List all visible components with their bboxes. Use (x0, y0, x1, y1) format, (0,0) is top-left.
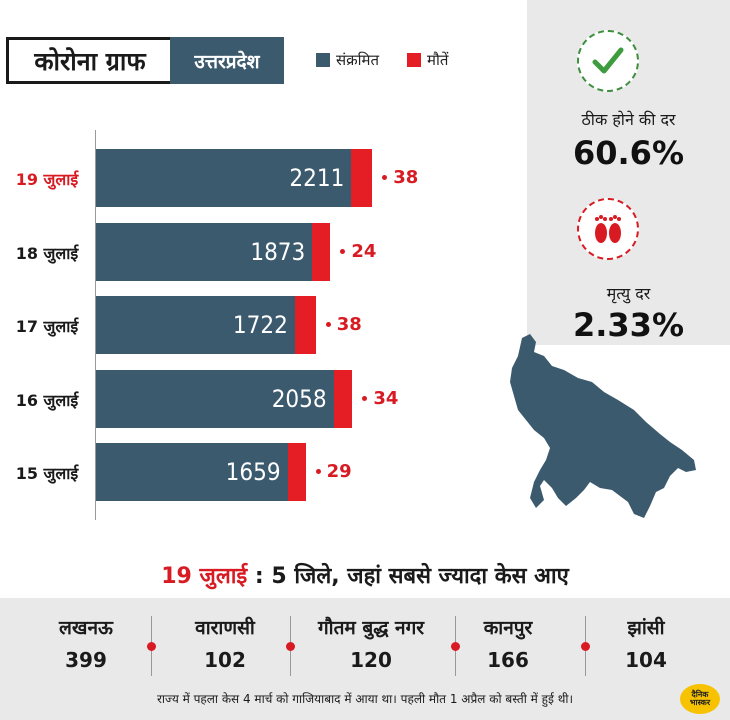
deaths-value: 24 (351, 240, 377, 262)
category-label: 18 जुलाई (15, 243, 79, 263)
district-name: वाराणसी (195, 617, 255, 639)
deaths-value-label: 38 (382, 167, 418, 188)
district-cases: 166 (487, 648, 529, 672)
district-item: कानपुर 166 (438, 614, 578, 672)
headline-date: 19 जुलाई (161, 564, 248, 589)
chart-title: कोरोना ग्राफ (6, 37, 174, 84)
deaths-value-label: 29 (315, 461, 352, 482)
bar-infected (96, 149, 352, 207)
district-name: झांसी (627, 617, 665, 639)
bullet-dot (315, 469, 321, 474)
district-name: कानपुर (483, 617, 533, 639)
bar-infected (96, 296, 295, 354)
legend-swatch-infected (316, 53, 330, 67)
pin-dot (451, 642, 460, 651)
deaths-value-label: 34 (362, 388, 398, 409)
separator (286, 616, 295, 676)
bar-deaths (333, 369, 353, 428)
recovery-rate-value: 60.6% (572, 134, 684, 172)
bar-value-label: 2058 (271, 384, 327, 413)
district-item: लखनऊ 399 (16, 614, 156, 672)
separator (581, 616, 590, 676)
bar-infected (96, 443, 288, 501)
district-cases: 120 (350, 648, 392, 672)
bar-deaths (312, 222, 331, 281)
districts-panel: लखनऊ 399 वाराणसी 102 गौतम बुद्ध नगर 120 … (0, 598, 730, 720)
district-item: झांसी 104 (576, 614, 716, 672)
stats-panel: ठीक होने की दर 60.6% मृत्यु दर 2.33% (527, 0, 730, 345)
legend-item-deaths: मौतें (407, 50, 448, 70)
dainik-bhaskar-logo: दैनिक भास्कर (680, 684, 720, 714)
deaths-value: 34 (373, 387, 399, 409)
bar-value-label: 1722 (232, 311, 288, 339)
district-name: लखनऊ (59, 617, 113, 639)
districts-headline: 19 जुलाई : 5 जिले, जहां सबसे ज्यादा केस … (0, 560, 730, 590)
bullet-dot (382, 175, 388, 180)
deaths-value: 38 (393, 167, 419, 188)
bullet-dot (340, 248, 346, 254)
category-label: 17 जुलाई (15, 317, 79, 336)
bullet-dot (325, 322, 331, 327)
recovery-rate-label: ठीक होने की दर (581, 110, 676, 129)
deaths-value-label: 38 (325, 314, 362, 335)
headline-text: 5 जिले, जहां सबसे ज्यादा केस आए (271, 564, 569, 589)
separator (147, 616, 156, 676)
chart-axis (95, 130, 96, 520)
uttar-pradesh-map (510, 334, 696, 518)
bar-infected (96, 369, 334, 428)
bar-deaths (294, 296, 316, 354)
state-label: उत्तरप्रदेश (170, 37, 284, 84)
category-label: 19 जुलाई (15, 170, 79, 189)
legend-item-infected: संक्रमित (316, 50, 379, 70)
district-cases: 104 (625, 648, 667, 672)
bar-value-label: 1659 (225, 458, 281, 486)
district-item: गौतम बुद्ध नगर 120 (296, 614, 446, 672)
bar-infected (96, 222, 313, 281)
death-rate-label: मृत्यु दर (606, 284, 651, 303)
deaths-value: 29 (326, 461, 352, 482)
headline-separator: : (247, 564, 272, 589)
district-item: वाराणसी 102 (155, 614, 295, 672)
bar-value-label: 2211 (289, 164, 345, 192)
legend-swatch-deaths (407, 53, 421, 67)
separator (451, 616, 460, 676)
pin-dot (581, 642, 590, 651)
check-icon (577, 30, 639, 92)
bar-deaths (351, 149, 373, 207)
legend-label-infected: संक्रमित (336, 51, 380, 69)
bar-value-label: 1873 (250, 237, 306, 266)
district-cases: 102 (204, 648, 246, 672)
logo-line1: दैनिक (691, 690, 709, 699)
deaths-value-label: 24 (340, 241, 376, 262)
district-cases: 399 (65, 648, 107, 672)
pin-dot (147, 642, 156, 651)
bar-deaths (287, 443, 306, 501)
category-label: 15 जुलाई (15, 464, 79, 483)
legend-label-deaths: मौतें (427, 51, 449, 69)
district-name: गौतम बुद्ध नगर (317, 617, 425, 639)
death-rate-value: 2.33% (572, 306, 684, 344)
pin-dot (286, 642, 295, 651)
bullet-dot (362, 395, 368, 401)
logo-line2: भास्कर (689, 698, 711, 707)
category-label: 16 जुलाई (15, 390, 79, 410)
footnote: राज्य में पहला केस 4 मार्च को गाजियाबाद … (156, 692, 574, 706)
footprints-icon (577, 198, 639, 260)
deaths-value: 38 (336, 314, 362, 335)
